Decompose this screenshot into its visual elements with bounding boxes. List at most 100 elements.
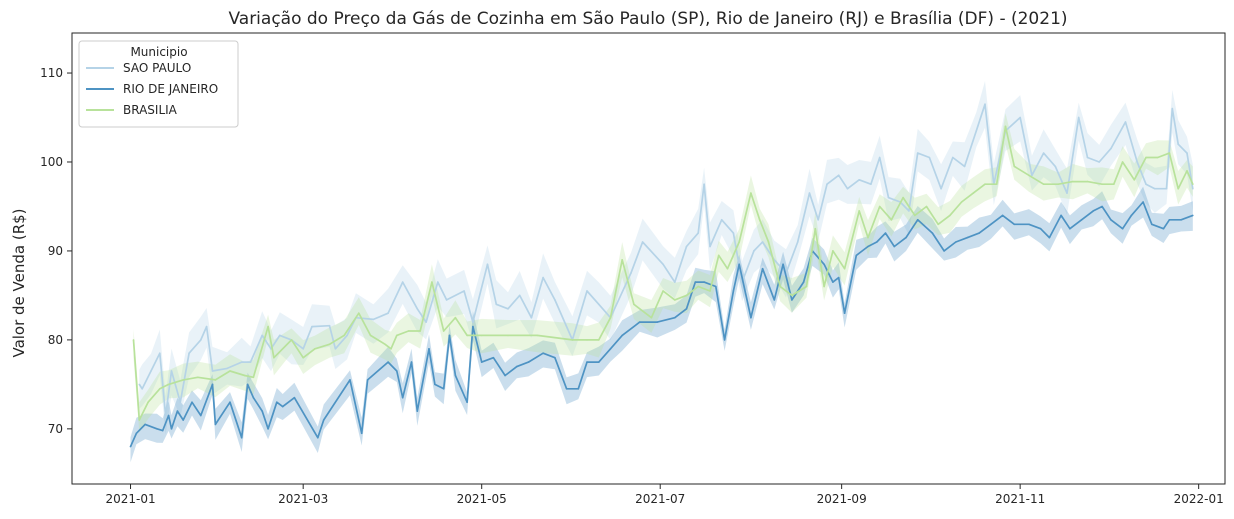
data-point	[867, 236, 869, 239]
data-point	[372, 318, 375, 321]
plot-frame	[71, 32, 1226, 485]
data-point	[674, 316, 676, 319]
data-point	[1098, 161, 1100, 163]
y-axis: 70 80 90 100 110	[40, 66, 72, 436]
data-point	[916, 152, 919, 154]
data-point	[346, 334, 348, 337]
data-point	[858, 210, 860, 212]
band-sao-paulo	[139, 81, 1193, 435]
x-axis: 2021-01 2021-03 2021-05 2021-07 2021-09 2021-…	[105, 484, 1224, 506]
y-axis-title: Valor de Venda (R$)	[10, 208, 28, 357]
data-point	[802, 281, 805, 283]
data-point	[1168, 219, 1171, 221]
data-point	[150, 370, 152, 372]
data-point	[1004, 125, 1007, 128]
data-point	[1042, 152, 1045, 154]
data-point	[200, 414, 202, 417]
data-point	[1110, 147, 1112, 150]
data-point	[328, 343, 331, 346]
data-point	[952, 156, 954, 159]
data-point	[878, 205, 881, 208]
data-point	[577, 388, 580, 390]
data-point	[758, 219, 761, 221]
data-point	[167, 383, 170, 386]
x-tick-label: 2021-01	[105, 492, 155, 506]
data-point	[240, 361, 243, 363]
data-point	[995, 183, 998, 185]
chart-title: Variação do Preço da Gás de Cozinha em S…	[228, 9, 1067, 29]
data-point	[1136, 161, 1138, 163]
data-point	[290, 339, 293, 341]
data-point	[144, 423, 146, 426]
data-point	[167, 414, 170, 417]
data-point	[650, 316, 653, 319]
data-point	[240, 436, 243, 439]
data-point	[156, 428, 158, 430]
data-point	[685, 245, 688, 248]
y-tick-label: 110	[40, 66, 63, 80]
data-point	[480, 361, 483, 363]
data-point	[943, 250, 945, 252]
data-point	[1001, 214, 1004, 217]
data-point	[472, 321, 474, 323]
legend-items: SAO PAULO RIO DE JANEIRO BRASILIA	[86, 61, 218, 117]
data-point	[867, 245, 869, 248]
data-point	[170, 370, 173, 372]
data-point	[542, 352, 544, 355]
data-point	[598, 339, 600, 341]
data-point	[463, 290, 465, 292]
data-point	[179, 401, 182, 404]
data-point	[814, 227, 817, 230]
data-point	[314, 348, 316, 350]
data-point	[205, 325, 208, 328]
data-point	[1048, 236, 1051, 239]
data-point	[229, 401, 231, 404]
x-tick-label: 2021-11	[995, 492, 1045, 506]
data-point	[419, 330, 422, 332]
data-point	[966, 236, 969, 239]
series-points-brasilia	[132, 125, 1194, 421]
data-point	[1086, 156, 1089, 159]
data-point	[191, 401, 193, 404]
data-point	[138, 419, 141, 421]
data-point	[226, 367, 228, 370]
data-point	[753, 250, 755, 252]
data-point	[1019, 116, 1021, 119]
data-point	[884, 232, 887, 234]
data-point	[709, 245, 711, 248]
data-point	[914, 214, 916, 217]
data-point	[396, 370, 398, 372]
data-point	[937, 223, 939, 226]
data-point	[229, 370, 231, 372]
data-point	[495, 303, 498, 306]
data-point	[837, 174, 840, 177]
data-point	[1151, 223, 1153, 226]
data-point	[630, 272, 632, 275]
data-point	[1192, 214, 1194, 217]
data-point	[442, 330, 445, 332]
data-point	[261, 410, 264, 412]
data-point	[761, 241, 764, 243]
data-point	[1192, 187, 1194, 190]
data-point	[302, 348, 305, 350]
x-tick-label: 2021-03	[278, 492, 328, 506]
data-point	[281, 405, 284, 408]
data-point	[826, 183, 828, 185]
data-point	[1092, 210, 1095, 212]
data-point	[931, 232, 934, 234]
data-point	[674, 299, 676, 301]
data-point	[384, 343, 386, 346]
data-point	[416, 410, 419, 412]
data-point	[905, 236, 907, 239]
data-point	[182, 379, 184, 381]
data-point	[598, 303, 600, 306]
data-point	[1028, 223, 1030, 226]
data-point	[518, 294, 521, 297]
data-point	[214, 379, 217, 381]
x-tick-label: 2021-05	[457, 492, 507, 506]
data-point	[720, 219, 723, 221]
data-point	[858, 179, 860, 181]
data-point	[685, 308, 688, 310]
data-point	[791, 299, 793, 301]
data-point	[132, 339, 135, 341]
